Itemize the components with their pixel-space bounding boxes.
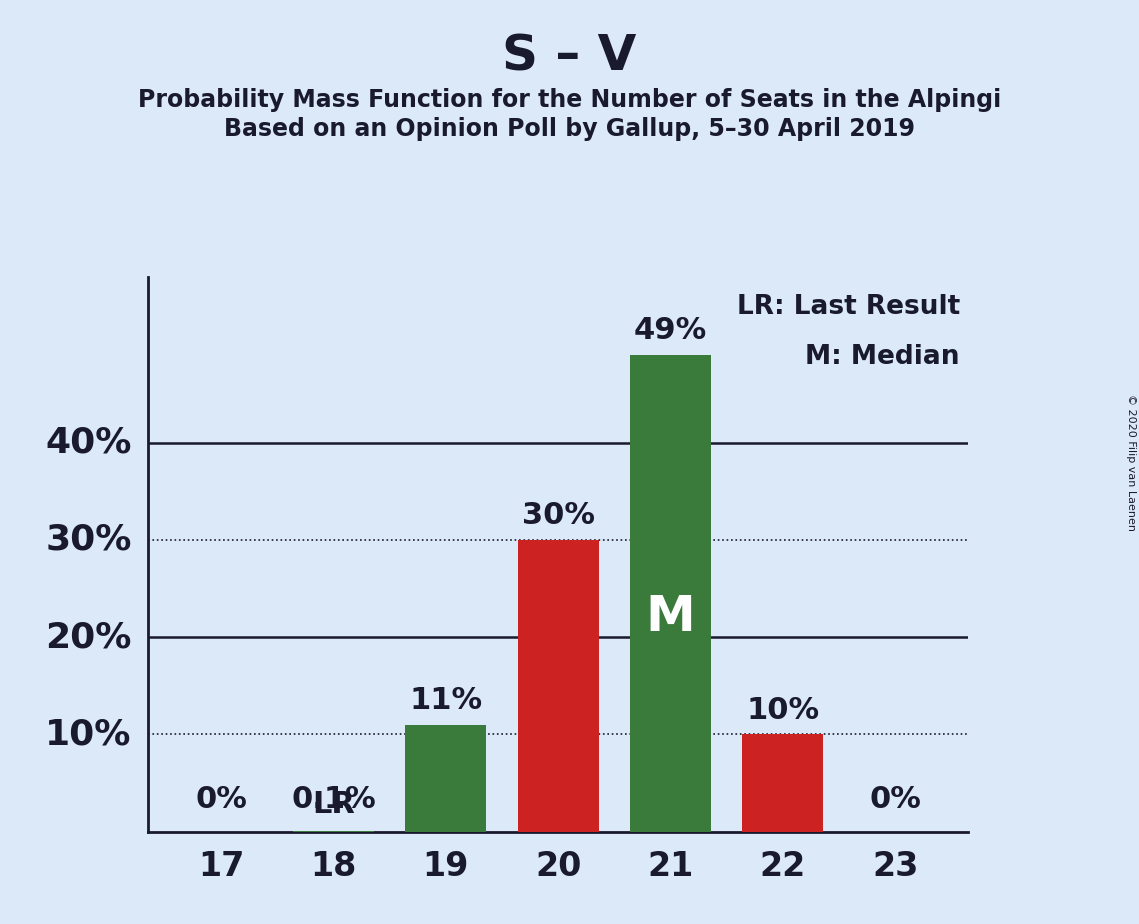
Text: 0%: 0%: [195, 785, 247, 814]
Bar: [405, 724, 486, 832]
Text: LR: Last Result: LR: Last Result: [737, 294, 960, 320]
Text: S – V: S – V: [502, 32, 637, 80]
Text: 10%: 10%: [46, 717, 132, 751]
Bar: [293, 831, 374, 832]
Text: 30%: 30%: [522, 501, 595, 530]
Bar: [630, 355, 711, 832]
Text: 0.1%: 0.1%: [292, 785, 376, 814]
Text: 10%: 10%: [746, 696, 819, 724]
Text: 49%: 49%: [633, 316, 707, 346]
Text: 0%: 0%: [869, 785, 921, 814]
Text: M: Median: M: Median: [805, 344, 960, 370]
Bar: [743, 735, 823, 832]
Text: LR: LR: [312, 790, 355, 819]
Bar: [517, 540, 599, 832]
Text: © 2020 Filip van Laenen: © 2020 Filip van Laenen: [1126, 394, 1136, 530]
Text: 11%: 11%: [409, 686, 482, 715]
Text: Probability Mass Function for the Number of Seats in the Alpingi: Probability Mass Function for the Number…: [138, 88, 1001, 112]
Text: 30%: 30%: [46, 523, 132, 557]
Text: 40%: 40%: [46, 426, 132, 459]
Text: Based on an Opinion Poll by Gallup, 5–30 April 2019: Based on an Opinion Poll by Gallup, 5–30…: [224, 117, 915, 141]
Text: M: M: [646, 593, 695, 641]
Text: 20%: 20%: [46, 620, 132, 654]
